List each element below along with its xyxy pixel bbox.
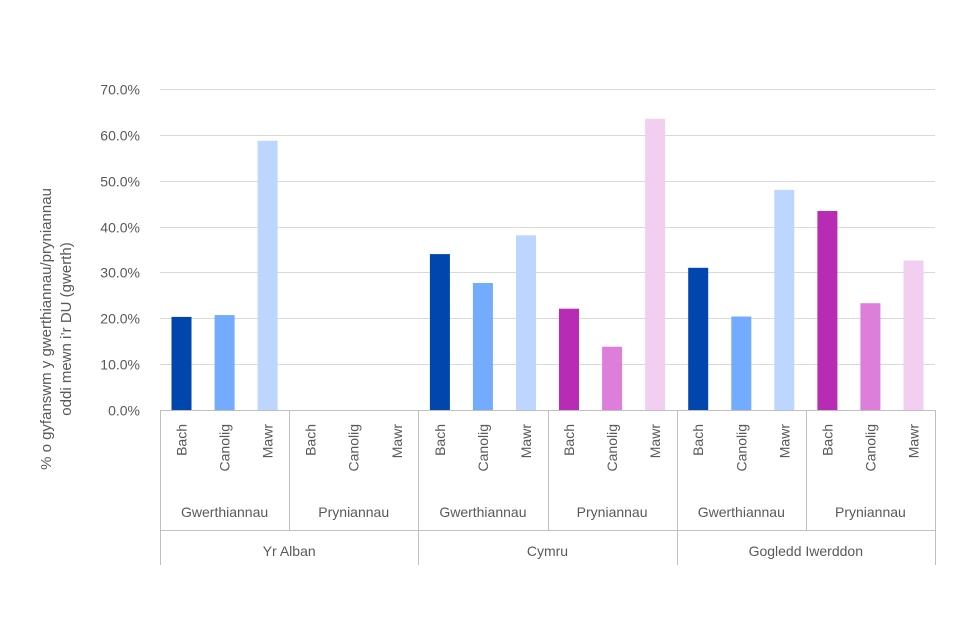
y-axis-ticks: 0.0% 10.0% 20.0% 30.0% 40.0% 50.0% 60.0% 70.0% — [100, 82, 140, 419]
bar-category-label: Canolig — [733, 424, 749, 471]
bar — [171, 316, 192, 410]
bar-category-label: Mawr — [906, 424, 922, 459]
bar-category-label: Mawr — [518, 424, 534, 459]
bar-category-label: Canolig — [217, 424, 233, 471]
bar — [472, 283, 493, 410]
bar-category-label: Bach — [819, 424, 835, 456]
bar-category-label: Bach — [561, 424, 577, 456]
bar — [817, 211, 838, 410]
bar — [516, 235, 536, 410]
y-axis-title-line-2: oddi mewn i’r DU (gwerth) — [58, 242, 75, 415]
group-label: Gwerthiannau — [439, 504, 526, 520]
y-tick-label: 30.0% — [100, 265, 140, 281]
bar — [257, 140, 278, 411]
bar — [688, 267, 709, 410]
bar-category-label: Mawr — [647, 424, 663, 459]
y-tick-label: 50.0% — [100, 174, 140, 190]
bar — [214, 315, 235, 410]
bar-category-label: Mawr — [389, 424, 405, 459]
region-label: Yr Alban — [263, 543, 316, 559]
y-tick-label: 70.0% — [100, 82, 140, 98]
y-tick-label: 60.0% — [100, 128, 140, 144]
y-axis-title-line-1: % o gyfanswm y gwerthiannau/pryniannau — [38, 188, 55, 470]
bar — [559, 308, 579, 410]
bar — [602, 346, 623, 410]
bar — [429, 254, 450, 410]
y-tick-label: 40.0% — [100, 220, 140, 236]
bar-category-label: Mawr — [260, 424, 276, 459]
bar — [645, 118, 666, 411]
bars — [171, 118, 924, 411]
category-axis: Bach Canolig Mawr Gwerthiannau Bach Canolig Ma… — [160, 410, 936, 565]
bar — [731, 316, 752, 410]
bar-category-label: Bach — [174, 424, 190, 456]
group-label: Pryniannau — [835, 504, 906, 520]
y-tick-label: 0.0% — [108, 403, 140, 419]
bar-category-label: Canolig — [604, 424, 620, 471]
group-label: Gwerthiannau — [698, 504, 785, 520]
bar-category-label: Bach — [432, 424, 448, 456]
bar-category-label: Canolig — [475, 424, 491, 471]
y-tick-label: 10.0% — [100, 357, 140, 373]
bar-category-label: Bach — [690, 424, 706, 456]
bar — [774, 189, 795, 410]
bar-category-label: Mawr — [776, 424, 792, 459]
bar-category-label: Canolig — [346, 424, 362, 471]
bar-category-label: Bach — [303, 424, 319, 456]
group-label: Gwerthiannau — [181, 504, 268, 520]
group-label: Pryniannau — [577, 504, 648, 520]
bar — [903, 260, 924, 410]
region-label: Cymru — [527, 543, 568, 559]
bar — [860, 303, 881, 410]
gridlines — [160, 89, 935, 411]
region-label: Gogledd Iwerddon — [749, 543, 863, 559]
bar-category-label: Canolig — [862, 424, 878, 471]
group-label: Pryniannau — [318, 504, 389, 520]
y-tick-label: 20.0% — [100, 311, 140, 327]
